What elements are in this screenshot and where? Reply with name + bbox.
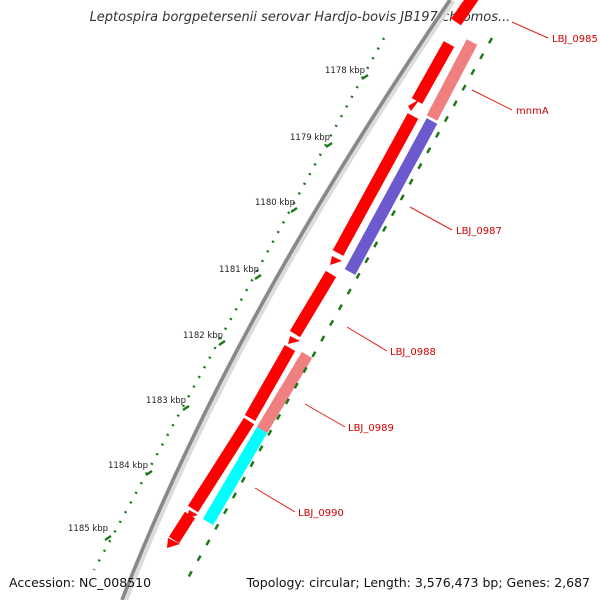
secondary-lane-features (202, 39, 478, 526)
tick-mark (290, 206, 298, 214)
tick-mark (182, 404, 190, 412)
tick-label: 1178 kbp (325, 66, 365, 76)
gene-label-lbj-0985: LBJ_0985 (552, 34, 598, 45)
gene-lbj-0990-feature (187, 417, 255, 513)
gene-mnma-feature (411, 41, 455, 104)
gene-label-lbj-0988: LBJ_0988 (390, 347, 436, 358)
gene-lbj-0988-feature (289, 270, 337, 338)
tick-marks (104, 73, 369, 542)
map-title: Leptospira borgpetersenii serovar Hardjo… (89, 10, 511, 25)
gene-lbj-0991-feature (168, 511, 196, 544)
tick-label: 1183 kbp (146, 396, 186, 406)
label-leaders (254, 21, 549, 513)
tick-mark (104, 534, 112, 542)
forward-strand-features (167, 0, 479, 548)
tick-label: 1182 kbp (183, 331, 223, 341)
tick-label: 1185 kbp (68, 524, 108, 534)
gene-label-lbj-0987: LBJ_0987 (456, 226, 502, 237)
accession-text: Accession: NC_008510 (9, 575, 152, 590)
tick-mark (325, 141, 333, 149)
gene-lbj-0985-feature (451, 0, 479, 26)
gene-label-mnma: mnmA (516, 106, 549, 117)
tick-mark (145, 469, 153, 477)
ruler-dotted-line (92, 37, 386, 571)
topology-text: Topology: circular; Length: 3,576,473 bp… (246, 575, 590, 590)
inner-ruler-line (182, 37, 494, 586)
gene-lbj-0989-feature (244, 345, 296, 421)
gene-lbj-0989-rna (256, 351, 313, 434)
tick-label: 1181 kbp (219, 265, 259, 275)
tick-mark (218, 339, 226, 347)
gene-lbj-0987-cds (344, 118, 438, 275)
gene-lbj-0990-cds (202, 426, 268, 526)
tick-mark (361, 73, 369, 81)
tick-label: 1180 kbp (255, 198, 295, 208)
gene-label-lbj-0989: LBJ_0989 (348, 423, 394, 434)
gene-lbj-0987-feature (332, 113, 419, 256)
tick-label: 1184 kbp (108, 461, 148, 471)
gene-label-lbj-0990: LBJ_0990 (298, 508, 344, 519)
backbone-halo (120, 0, 456, 600)
backbone-line (120, 0, 452, 600)
tick-mark (254, 273, 262, 281)
gene-mnma-rna (426, 39, 478, 121)
tick-label: 1179 kbp (290, 133, 330, 143)
